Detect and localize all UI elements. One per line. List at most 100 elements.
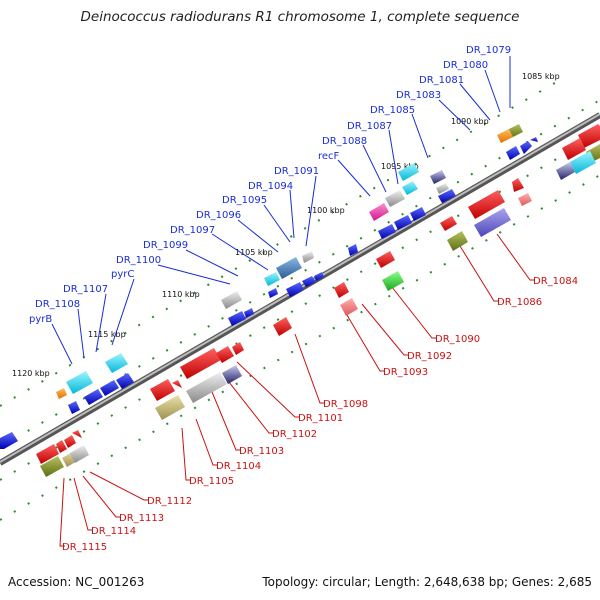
gene-label[interactable]: DR_1104 <box>216 461 261 472</box>
gene-block[interactable] <box>302 251 314 263</box>
gene-arrow[interactable] <box>394 215 412 230</box>
gene-block[interactable] <box>474 208 511 237</box>
gene-label[interactable]: pyrC <box>111 269 134 280</box>
gene-label[interactable]: pyrB <box>29 314 52 325</box>
gene-block[interactable] <box>150 379 175 401</box>
gene-label[interactable]: DR_1083 <box>396 90 441 101</box>
gene-arrow[interactable] <box>100 380 119 396</box>
gene-arrow[interactable] <box>314 272 324 281</box>
gene-block[interactable] <box>430 170 446 184</box>
gene-label[interactable]: DR_1102 <box>272 429 317 440</box>
gene-block[interactable] <box>66 371 93 394</box>
gene-block[interactable] <box>70 445 89 463</box>
gene-label[interactable]: DR_1085 <box>370 105 415 116</box>
gene-block[interactable] <box>436 183 449 194</box>
gene-label[interactable]: DR_1080 <box>443 60 488 71</box>
gene-label[interactable]: DR_1096 <box>196 210 241 221</box>
reverse-gene-labels: DR_1084 DR_1086 DR_1090 DR_1092 DR_1093 … <box>62 276 578 553</box>
map-title: Deinococcus radiodurans R1 chromosome 1,… <box>80 9 520 25</box>
gene-arrow[interactable] <box>116 373 134 389</box>
gene-label[interactable]: DR_1100 <box>116 255 161 266</box>
gene-label[interactable]: DR_1079 <box>466 45 511 56</box>
gene-label[interactable]: DR_1092 <box>407 351 452 362</box>
gene-block[interactable] <box>440 216 457 231</box>
gene-arrow[interactable] <box>530 137 538 142</box>
gene-arrow[interactable] <box>68 401 80 414</box>
gene-arrow[interactable] <box>268 288 278 298</box>
gene-label[interactable]: DR_1108 <box>35 299 80 310</box>
gene-label[interactable]: DR_1093 <box>383 367 428 378</box>
gene-arrow[interactable] <box>520 141 532 154</box>
gene-arrow[interactable] <box>228 311 246 326</box>
gene-block[interactable] <box>518 193 532 206</box>
gene-block[interactable] <box>221 291 242 309</box>
gene-block[interactable] <box>340 298 358 316</box>
gene-label[interactable]: DR_1097 <box>170 225 215 236</box>
gene-label[interactable]: DR_1081 <box>419 75 464 86</box>
gene-arrow[interactable] <box>72 430 82 438</box>
kbp-tick-labels: 1085 kbp 1090 kbp 1095 kbp 1100 kbp 1105… <box>12 72 560 378</box>
gene-block[interactable] <box>562 138 586 160</box>
gene-block[interactable] <box>385 190 405 207</box>
gene-block[interactable] <box>273 317 292 336</box>
gene-label[interactable]: DR_1090 <box>435 334 480 345</box>
gene-label[interactable]: DR_1088 <box>322 136 367 147</box>
gene-block[interactable] <box>506 146 520 160</box>
gene-block[interactable] <box>105 353 128 373</box>
gene-block[interactable] <box>556 162 575 180</box>
gene-arrow[interactable] <box>64 435 76 448</box>
gene-block[interactable] <box>56 388 67 399</box>
gene-block[interactable] <box>276 257 302 279</box>
gene-label[interactable]: DR_1086 <box>497 297 542 308</box>
gene-label[interactable]: DR_1112 <box>147 496 192 507</box>
gene-arrow[interactable] <box>402 181 418 195</box>
gene-label[interactable]: DR_1101 <box>298 413 343 424</box>
accession-text: Accession: NC_001263 <box>8 575 145 589</box>
gene-label[interactable]: DR_1084 <box>533 276 578 287</box>
gene-block[interactable] <box>186 372 227 403</box>
gene-arrow[interactable] <box>244 308 254 318</box>
gene-block[interactable] <box>376 251 395 268</box>
gene-block[interactable] <box>334 282 349 298</box>
gene-arrow[interactable] <box>438 189 456 203</box>
gene-block[interactable] <box>398 163 419 181</box>
gene-label[interactable]: DR_1105 <box>189 476 234 487</box>
gene-arrow[interactable] <box>172 380 182 388</box>
gene-arrow[interactable] <box>84 389 103 405</box>
gene-label[interactable]: DR_1091 <box>274 166 319 177</box>
gene-block[interactable] <box>570 151 596 174</box>
gene-label[interactable]: DR_1113 <box>119 513 164 524</box>
gene-block[interactable] <box>155 395 185 420</box>
gene-label[interactable]: DR_1107 <box>63 284 108 295</box>
gene-block[interactable] <box>36 444 59 464</box>
gene-label[interactable]: DR_1095 <box>222 195 267 206</box>
gene-label[interactable]: DR_1103 <box>239 446 284 457</box>
gene-block[interactable] <box>40 456 64 477</box>
gene-block[interactable] <box>222 365 242 384</box>
gene-arrow[interactable] <box>302 276 316 287</box>
gene-label[interactable]: DR_1114 <box>91 526 136 537</box>
gene-label[interactable]: DR_1115 <box>62 542 107 553</box>
gene-label[interactable]: DR_1087 <box>347 121 392 132</box>
gene-label[interactable]: DR_1099 <box>143 240 188 251</box>
gene-block[interactable] <box>382 271 404 291</box>
gene-block[interactable] <box>497 129 513 143</box>
gene-arrow[interactable] <box>286 282 304 297</box>
gene-label[interactable]: recF <box>318 151 340 162</box>
gene-label[interactable]: DR_1098 <box>323 399 368 410</box>
gene-block[interactable] <box>264 272 280 286</box>
gene-block[interactable] <box>447 231 468 251</box>
gene-arrow[interactable] <box>348 244 358 256</box>
gene-block[interactable] <box>216 346 234 363</box>
gene-block[interactable] <box>578 124 600 148</box>
gene-arrow[interactable] <box>0 432 18 449</box>
gene-block[interactable] <box>369 203 389 221</box>
gene-block[interactable] <box>232 342 244 355</box>
gene-arrow[interactable] <box>512 178 524 192</box>
gene-block[interactable] <box>468 190 505 219</box>
gene-block[interactable] <box>180 348 221 379</box>
gene-label[interactable]: DR_1094 <box>248 181 293 192</box>
gene-arrow[interactable] <box>410 207 426 221</box>
gene-arrow[interactable] <box>378 224 396 239</box>
gene-arrow[interactable] <box>56 440 67 453</box>
